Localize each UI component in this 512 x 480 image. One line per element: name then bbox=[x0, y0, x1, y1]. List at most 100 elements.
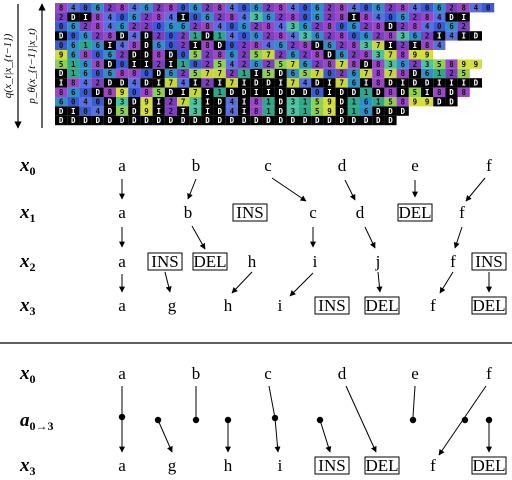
token-box bbox=[192, 252, 228, 271]
grid-cell bbox=[457, 68, 470, 79]
grid-cell-text: 0 bbox=[95, 69, 100, 78]
grid-cell bbox=[360, 12, 373, 22]
grid-cell-text: 4 bbox=[71, 3, 76, 12]
grid-cell-text: 3 bbox=[291, 107, 296, 116]
grid-cell bbox=[457, 87, 470, 97]
label-base: x bbox=[19, 363, 30, 384]
grid-cell-text: 8 bbox=[132, 41, 137, 50]
grid-cell bbox=[299, 21, 312, 32]
grid-cell-text: 0 bbox=[132, 88, 137, 97]
token: h bbox=[248, 252, 257, 271]
grid-cell-text: I bbox=[437, 32, 442, 41]
grid-cell-text: 8 bbox=[339, 13, 344, 22]
grid-cell-text: 8 bbox=[71, 79, 76, 88]
grid-cell-text: 3 bbox=[303, 32, 308, 41]
grid-cell-text: 7 bbox=[388, 69, 393, 78]
grid-cell bbox=[360, 115, 373, 126]
grid-cell bbox=[67, 59, 80, 69]
grid-cell bbox=[128, 12, 141, 22]
grid-cell-text: D bbox=[132, 107, 137, 116]
grid-cell bbox=[128, 59, 141, 69]
token: d bbox=[338, 364, 347, 383]
grid-cell bbox=[116, 3, 129, 13]
grid-cell bbox=[55, 3, 68, 13]
grid-cell bbox=[445, 97, 458, 107]
grid-cell-text: 3 bbox=[364, 41, 369, 50]
grid-cell bbox=[384, 50, 397, 60]
grid-cell-text: 2 bbox=[156, 3, 161, 12]
grid-cell bbox=[201, 78, 214, 88]
grid-cell bbox=[213, 68, 226, 79]
grid-cell bbox=[323, 40, 336, 50]
grid-cell bbox=[360, 87, 373, 97]
grid-cell bbox=[67, 50, 80, 60]
grid-cell bbox=[286, 40, 299, 50]
grid-cell-text: 9 bbox=[413, 97, 418, 106]
grid-cell-text: 2 bbox=[303, 50, 308, 59]
grid-cell-text: D bbox=[437, 97, 442, 106]
grid-cell bbox=[116, 87, 129, 97]
grid-cell-text: 9 bbox=[144, 97, 149, 106]
grid-cell bbox=[262, 87, 275, 97]
grid-cell-text: D bbox=[278, 97, 283, 106]
grid-cell-text: I bbox=[449, 79, 454, 88]
grid-cell-text: 8 bbox=[339, 3, 344, 12]
arrow bbox=[268, 385, 276, 419]
grid-cell-text: 2 bbox=[181, 32, 186, 41]
grid-cell bbox=[55, 97, 68, 107]
arrow bbox=[164, 271, 172, 293]
grid-cell-text: D bbox=[59, 116, 64, 125]
grid-cell-text: 8 bbox=[278, 3, 283, 12]
grid-cell bbox=[445, 68, 458, 79]
token: d bbox=[338, 156, 347, 175]
grid-cell-text: 9 bbox=[59, 50, 64, 59]
grid-cell-text: 7 bbox=[376, 41, 381, 50]
grid-cell bbox=[408, 87, 421, 97]
grid-cell-text: 4 bbox=[181, 79, 186, 88]
grid-cell bbox=[433, 21, 446, 32]
grid-cell-text: 6 bbox=[254, 32, 259, 41]
token: f bbox=[486, 156, 492, 175]
grid-cell-text: D bbox=[315, 116, 320, 125]
grid-cell bbox=[347, 12, 360, 22]
grid-cell-text: 8 bbox=[230, 13, 235, 22]
arrow bbox=[271, 177, 307, 202]
grid-cell bbox=[335, 115, 348, 126]
grid-cell-text: 6 bbox=[254, 60, 259, 69]
grid-cell bbox=[274, 78, 287, 88]
grid-cell-text: 9 bbox=[120, 88, 125, 97]
grid-cell bbox=[262, 106, 275, 116]
grid-cell-text: I bbox=[83, 13, 88, 22]
grid-cell-text: 8 bbox=[108, 88, 113, 97]
grid-cell-text: 2 bbox=[278, 13, 283, 22]
grid-cell bbox=[335, 87, 348, 97]
grid-cell bbox=[55, 21, 68, 32]
grid-cell bbox=[238, 106, 251, 116]
grid-cell-text: 6 bbox=[449, 22, 454, 31]
grid-cell-text: 6 bbox=[83, 32, 88, 41]
grid-cell-text: 4 bbox=[425, 22, 430, 31]
grid-cell bbox=[384, 59, 397, 69]
grid-cell bbox=[250, 31, 263, 41]
grid-cell-text: D bbox=[352, 88, 357, 97]
grid-cell-text: 2 bbox=[266, 32, 271, 41]
grid-cell bbox=[335, 21, 348, 32]
grid-cell-text: 6 bbox=[242, 22, 247, 31]
grid-cell-text: 0 bbox=[339, 22, 344, 31]
grid-cell bbox=[433, 40, 446, 50]
grid-cell-text: I bbox=[461, 13, 466, 22]
grid-cell-text: D bbox=[339, 97, 344, 106]
grid-cell-text: I bbox=[59, 79, 64, 88]
grid-cell bbox=[360, 3, 373, 13]
grid-cell-text: D bbox=[327, 116, 332, 125]
grid-cell bbox=[55, 31, 68, 41]
token: a bbox=[118, 364, 126, 383]
grid-cell-text: 6 bbox=[83, 69, 88, 78]
grid-cell-text: I bbox=[193, 79, 198, 88]
grid-cell bbox=[335, 106, 348, 116]
grid-cell bbox=[140, 50, 153, 60]
grid-cell-text: 0 bbox=[83, 107, 88, 116]
grid-cell-text: 8 bbox=[400, 3, 405, 12]
grid-cell-text: 5 bbox=[193, 50, 198, 59]
grid-cell bbox=[164, 87, 177, 97]
